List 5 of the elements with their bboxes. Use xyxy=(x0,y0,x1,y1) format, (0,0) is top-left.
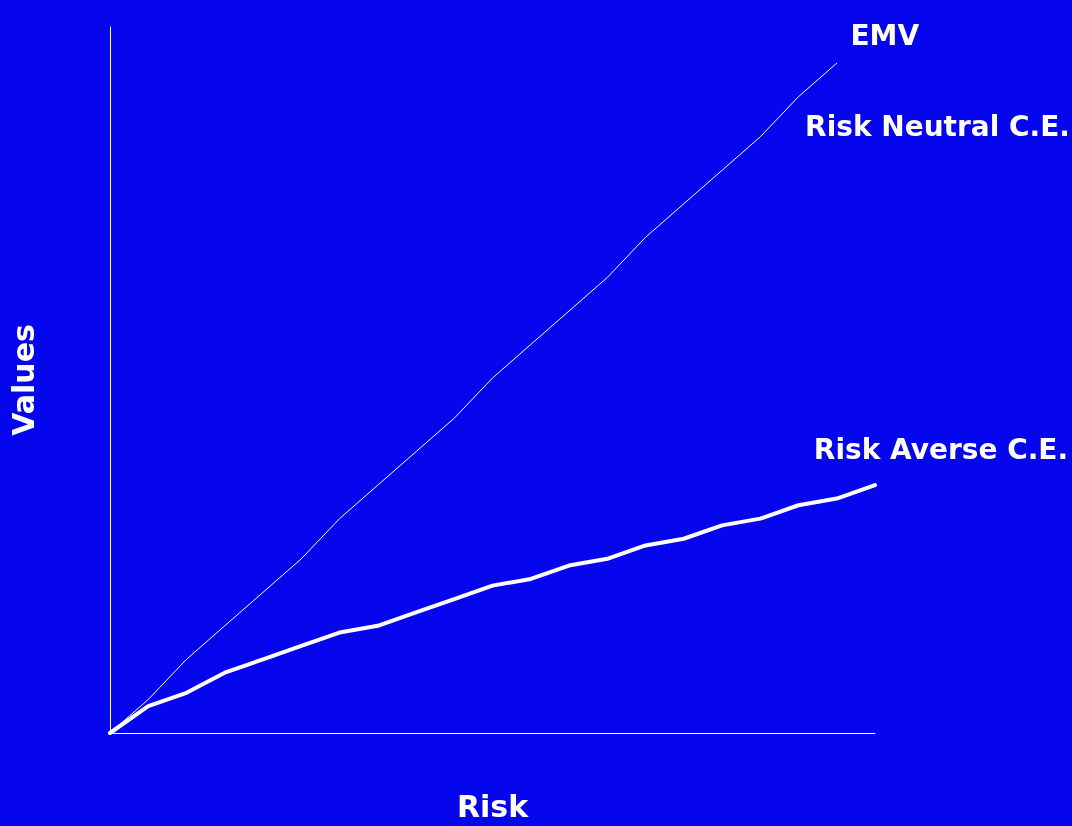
series-label: Risk Averse C.E. xyxy=(813,432,1069,466)
annotation: Risk Neutral C.E. xyxy=(805,109,1070,143)
y-axis-title: Values xyxy=(5,324,41,436)
series-label: EMV xyxy=(850,18,920,52)
x-axis-title: Risk xyxy=(456,788,530,824)
